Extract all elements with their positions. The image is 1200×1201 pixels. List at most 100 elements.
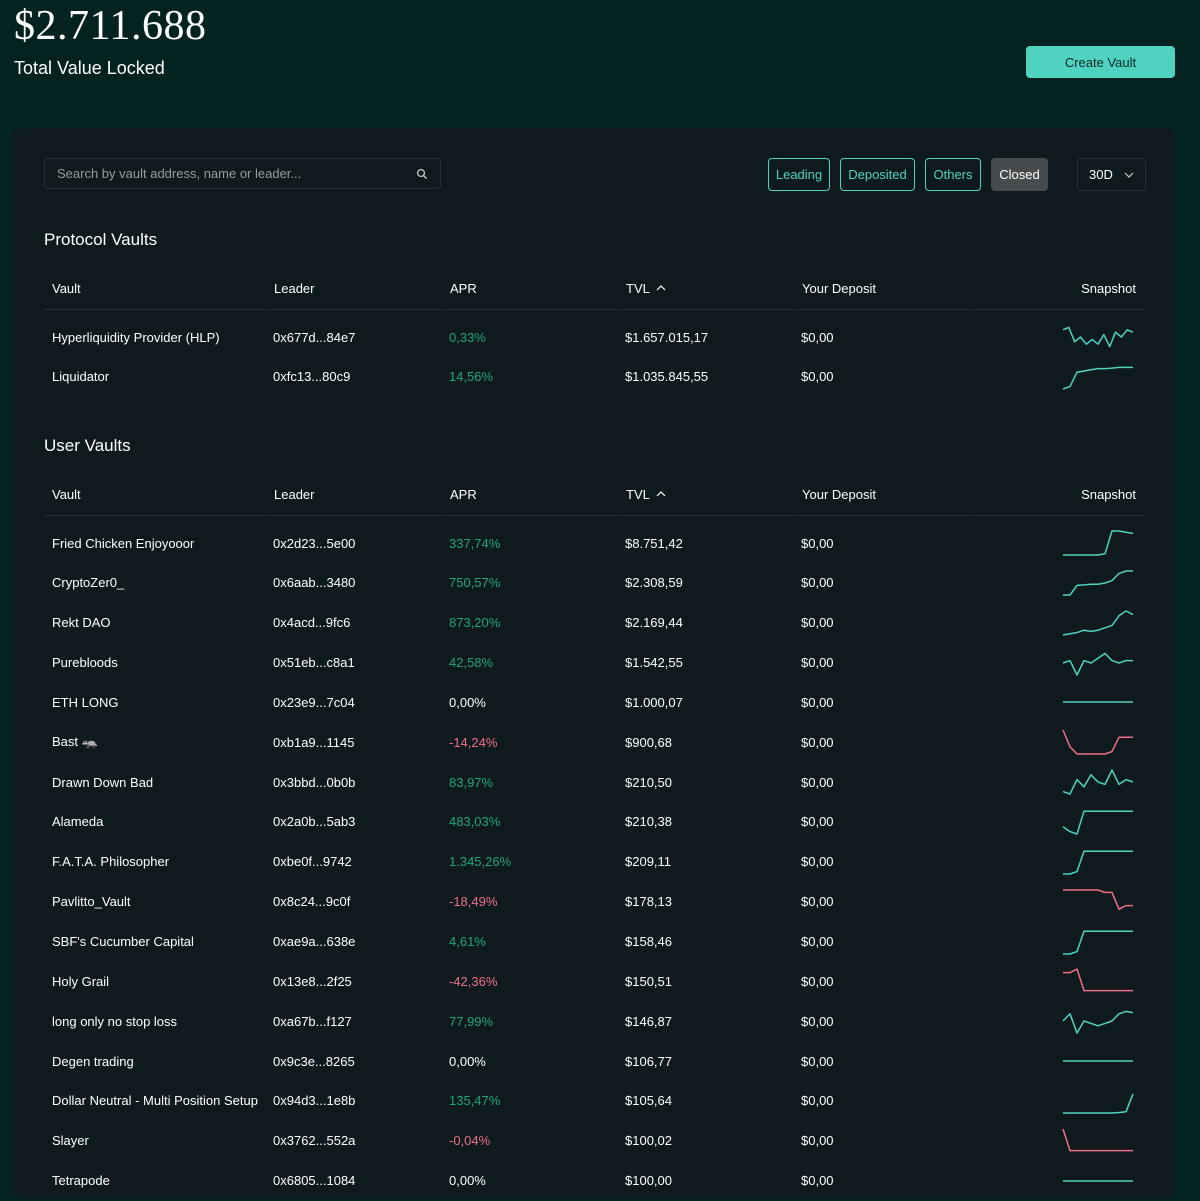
column-header-tvl[interactable]: TVL bbox=[618, 267, 792, 310]
vault-name: Bast 🦡 bbox=[52, 734, 98, 750]
vault-leader: 0x3762...552a bbox=[273, 1133, 356, 1149]
table-row[interactable]: Pavlitto_Vault 0x8c24...9c0f -18,49% $178,1… bbox=[44, 882, 1144, 922]
vault-name: Slayer bbox=[52, 1133, 89, 1149]
vault-name: SBF's Cucumber Capital bbox=[52, 934, 194, 949]
vault-tvl: $210,38 bbox=[625, 814, 672, 830]
snapshot-sparkline bbox=[1063, 968, 1133, 992]
vault-name: F.A.T.A. Philosopher bbox=[52, 854, 170, 870]
table-row[interactable]: long only no stop loss 0xa67b...f127 77,99… bbox=[44, 1001, 1144, 1041]
vault-name: Fried Chicken Enjoyooor bbox=[52, 535, 195, 551]
column-header-leader[interactable]: Leader bbox=[266, 267, 440, 310]
search-icon bbox=[416, 168, 427, 179]
table-row[interactable]: SBF's Cucumber Capital 0xae9a...638e 4,61%… bbox=[44, 922, 1144, 962]
table-row[interactable]: Drawn Down Bad 0x3bbd...0b0b 83,97% $210,50… bbox=[44, 762, 1144, 802]
table-row[interactable]: ETH LONG 0x23e9...7c04 0,00% $1.000,07 $0,00 bbox=[44, 682, 1144, 722]
vault-leader: 0x2d23...5e00 bbox=[273, 535, 356, 551]
vault-deposit: $0,00 bbox=[801, 973, 834, 989]
create-vault-button[interactable]: Create Vault bbox=[1026, 46, 1175, 78]
column-header-snapshot[interactable]: Snapshot bbox=[970, 473, 1144, 516]
vault-leader: 0x51eb...c8a1 bbox=[273, 655, 355, 671]
column-header-leader[interactable]: Leader bbox=[266, 473, 440, 516]
tvl-label: Total Value Locked bbox=[14, 58, 165, 78]
column-header-apr[interactable]: APR bbox=[442, 473, 616, 516]
table-row[interactable]: Rekt DAO 0x4acd...9fc6 873,20% $2.169,44 $0,… bbox=[44, 603, 1144, 643]
period-value: 30D bbox=[1089, 167, 1113, 182]
snapshot-sparkline bbox=[1062, 326, 1134, 348]
column-header-label: TVL bbox=[626, 280, 650, 296]
vault-leader: 0xb1a9...1145 bbox=[273, 734, 355, 750]
filter-leading[interactable]: Leading bbox=[768, 158, 830, 191]
vault-apr: -0,04% bbox=[449, 1133, 491, 1149]
column-header-label: Your Deposit bbox=[802, 280, 876, 296]
snapshot-sparkline bbox=[1063, 570, 1133, 596]
vault-leader: 0x677d...84e7 bbox=[273, 329, 356, 345]
snapshot-sparkline bbox=[1062, 609, 1134, 636]
column-header-tvl[interactable]: TVL bbox=[618, 473, 792, 516]
table-row[interactable]: Tetrapode 0x6805...1084 0,00% $100,00 $0,00 bbox=[44, 1161, 1144, 1201]
vault-apr: 873,20% bbox=[449, 615, 501, 631]
table-row[interactable]: Purebloods 0x51eb...c8a1 42,58% $1.542,55 $0… bbox=[44, 643, 1144, 683]
vault-leader: 0x4acd...9fc6 bbox=[273, 615, 351, 631]
vault-name: Liquidator bbox=[52, 369, 110, 385]
vault-tvl: $100,00 bbox=[625, 1173, 672, 1189]
table-row[interactable]: Liquidator 0xfc13...80c9 14,56% $1.035.845,… bbox=[44, 357, 1144, 397]
column-header-deposit[interactable]: Your Deposit bbox=[794, 267, 968, 310]
column-header-vault[interactable]: Vault bbox=[44, 473, 264, 516]
table-row[interactable]: Dollar Neutral - Multi Position Setup 0x9… bbox=[44, 1081, 1144, 1121]
user-table-header: Vault Leader APR TVL Your Deposit Snapshot bbox=[44, 473, 1144, 517]
vault-tvl: $158,46 bbox=[625, 934, 672, 949]
column-header-label: Vault bbox=[52, 486, 81, 502]
vault-name: Hyperliquidity Provider (HLP) bbox=[52, 329, 220, 345]
vault-apr: 0,00% bbox=[449, 694, 486, 710]
vault-apr: 135,47% bbox=[449, 1093, 501, 1109]
filter-deposited[interactable]: Deposited bbox=[840, 158, 915, 191]
snapshot-sparkline bbox=[1063, 1179, 1133, 1182]
column-header-apr[interactable]: APR bbox=[442, 267, 616, 310]
vault-apr: -42,36% bbox=[449, 973, 498, 989]
column-header-deposit[interactable]: Your Deposit bbox=[794, 473, 968, 516]
vault-leader: 0x3bbd...0b0b bbox=[273, 774, 356, 790]
filter-closed[interactable]: Closed bbox=[991, 158, 1048, 191]
sort-ascending-icon[interactable] bbox=[656, 283, 666, 293]
vault-apr: 14,56% bbox=[449, 369, 494, 385]
sort-ascending-icon[interactable] bbox=[656, 489, 666, 499]
vault-name: long only no stop loss bbox=[52, 1013, 178, 1029]
snapshot-sparkline bbox=[1063, 1093, 1134, 1114]
vault-apr: 0,00% bbox=[449, 1053, 486, 1069]
vault-name: Rekt DAO bbox=[52, 615, 111, 631]
vault-tvl: $2.308,59 bbox=[625, 575, 683, 591]
search-input[interactable]: Search by vault address, name or leader.… bbox=[44, 158, 441, 189]
user-vaults-title: User Vaults bbox=[44, 436, 131, 455]
table-row[interactable]: Hyperliquidity Provider (HLP) 0x677d...84… bbox=[44, 317, 1144, 357]
table-row[interactable]: Degen trading 0x9c3e...8265 0,00% $106,77 $0… bbox=[44, 1041, 1144, 1081]
vault-deposit: $0,00 bbox=[801, 329, 834, 345]
filter-others[interactable]: Others bbox=[925, 158, 981, 191]
vault-deposit: $0,00 bbox=[801, 774, 834, 790]
vault-name: Holy Grail bbox=[52, 973, 110, 989]
vault-leader: 0x13e8...2f25 bbox=[273, 973, 352, 989]
table-row[interactable]: Fried Chicken Enjoyooor 0x2d23...5e00 337,… bbox=[44, 523, 1144, 563]
vault-deposit: $0,00 bbox=[801, 934, 834, 949]
table-row[interactable]: Slayer 0x3762...552a -0,04% $100,02 $0,00 bbox=[44, 1121, 1144, 1161]
search-placeholder: Search by vault address, name or leader.… bbox=[57, 166, 302, 181]
column-header-vault[interactable]: Vault bbox=[44, 267, 264, 310]
table-row[interactable]: CryptoZer0_ 0x6aab...3480 750,57% $2.308,59… bbox=[44, 563, 1144, 603]
column-header-label: TVL bbox=[626, 486, 650, 502]
vault-apr: 0,00% bbox=[449, 1173, 486, 1189]
snapshot-sparkline bbox=[1062, 810, 1133, 835]
vault-leader: 0x94d3...1e8b bbox=[273, 1093, 356, 1109]
table-row[interactable]: Holy Grail 0x13e8...2f25 -42,36% $150,51 $0,… bbox=[44, 961, 1144, 1001]
snapshot-sparkline bbox=[1062, 769, 1134, 795]
table-row[interactable]: F.A.T.A. Philosopher 0xbe0f...9742 1.345,2… bbox=[44, 842, 1144, 882]
table-row[interactable]: Alameda 0x2a0b...5ab3 483,03% $210,38 $0,00 bbox=[44, 802, 1144, 842]
snapshot-sparkline bbox=[1062, 366, 1133, 390]
period-select[interactable]: 30D bbox=[1077, 158, 1146, 191]
vault-name: Tetrapode bbox=[52, 1173, 110, 1189]
vault-name: ETH LONG bbox=[52, 694, 119, 710]
vault-name: Purebloods bbox=[52, 655, 118, 671]
column-header-snapshot[interactable]: Snapshot bbox=[970, 267, 1144, 310]
vault-apr: -14,24% bbox=[449, 734, 498, 750]
vault-tvl: $2.169,44 bbox=[625, 615, 683, 631]
vault-apr: -18,49% bbox=[449, 894, 498, 910]
table-row[interactable]: Bast 🦡 0xb1a9...1145 -14,24% $900,68 $0,00 bbox=[44, 722, 1144, 762]
